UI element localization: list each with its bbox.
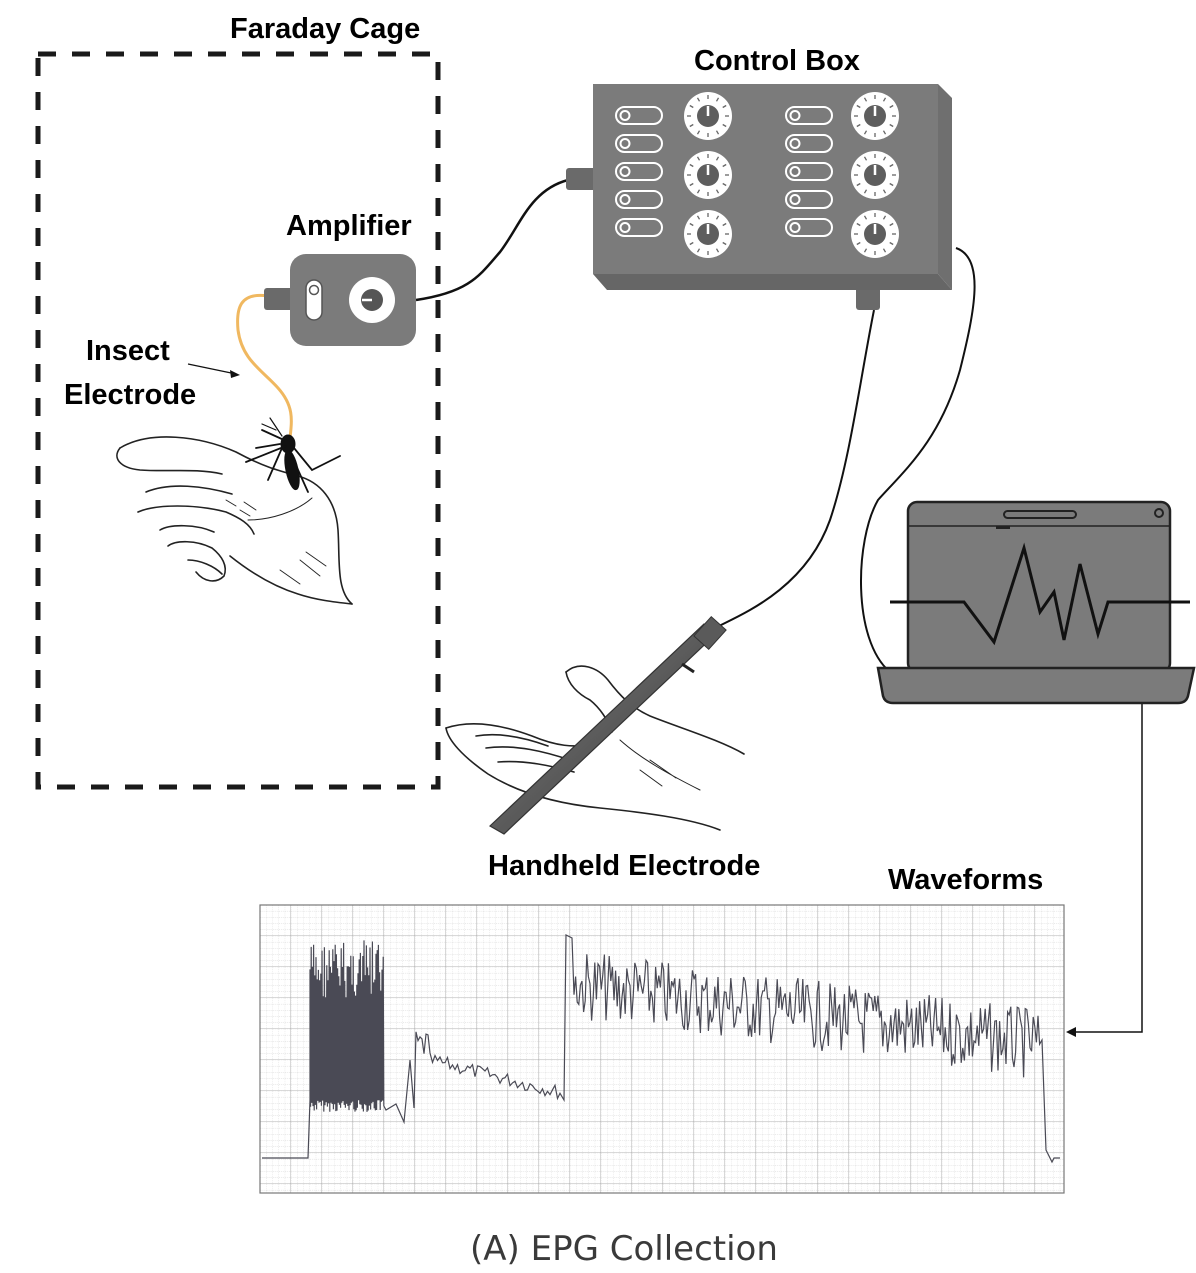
waveform-chart	[259, 904, 1065, 1194]
amplifier-label: Amplifier	[286, 210, 412, 242]
waveform-trace	[262, 934, 1060, 1164]
knob-icon	[851, 92, 899, 140]
figure-caption: (A) EPG Collection	[470, 1229, 778, 1269]
knob-icon	[684, 92, 732, 140]
amp-to-control-wire	[415, 178, 569, 302]
knob-icon	[851, 210, 899, 258]
knob-icon	[684, 151, 732, 199]
toggle-switch-icon	[615, 134, 663, 153]
toggle-switch-icon	[615, 106, 663, 125]
laptop-to-waveform-arrow	[1068, 700, 1143, 1033]
hand-holding-electrode-icon	[445, 665, 745, 831]
arrow-head	[1066, 1027, 1076, 1037]
toggle-switch-icon	[785, 162, 833, 181]
faraday-cage-label: Faraday Cage	[230, 13, 421, 45]
toggle-switch-icon	[785, 106, 833, 125]
mosquito-icon	[245, 417, 341, 493]
toggle-switch-icon	[785, 134, 833, 153]
electrode-rod-icon	[488, 615, 727, 835]
toggle-switch-icon	[615, 218, 663, 237]
amplifier-device	[264, 254, 416, 346]
toggle-switch-icon	[785, 190, 833, 209]
toggle-switch-icon	[785, 218, 833, 237]
insect-electrode-pointer	[187, 363, 237, 375]
toggle-switch-icon	[615, 162, 663, 181]
handheld-electrode-label: Handheld Electrode	[488, 850, 761, 882]
faraday-cage-boundary	[35, 51, 441, 790]
insect-electrode-label-line2: Electrode	[64, 379, 197, 411]
insect-electrode-wire	[236, 293, 293, 439]
knob-icon	[684, 210, 732, 258]
insect-electrode-pointer-head	[230, 370, 240, 378]
control-to-laptop-wire	[860, 247, 976, 673]
knob-icon	[851, 151, 899, 199]
hand-icon	[116, 436, 353, 605]
laptop-icon	[876, 500, 1196, 705]
control-box-label: Control Box	[694, 45, 860, 77]
insect-electrode-label-line1: Insect	[86, 335, 170, 367]
toggle-switch-icon	[615, 190, 663, 209]
waveforms-label: Waveforms	[888, 864, 1044, 896]
control-to-handheld-wire	[714, 309, 875, 629]
control-box-device	[566, 84, 952, 310]
